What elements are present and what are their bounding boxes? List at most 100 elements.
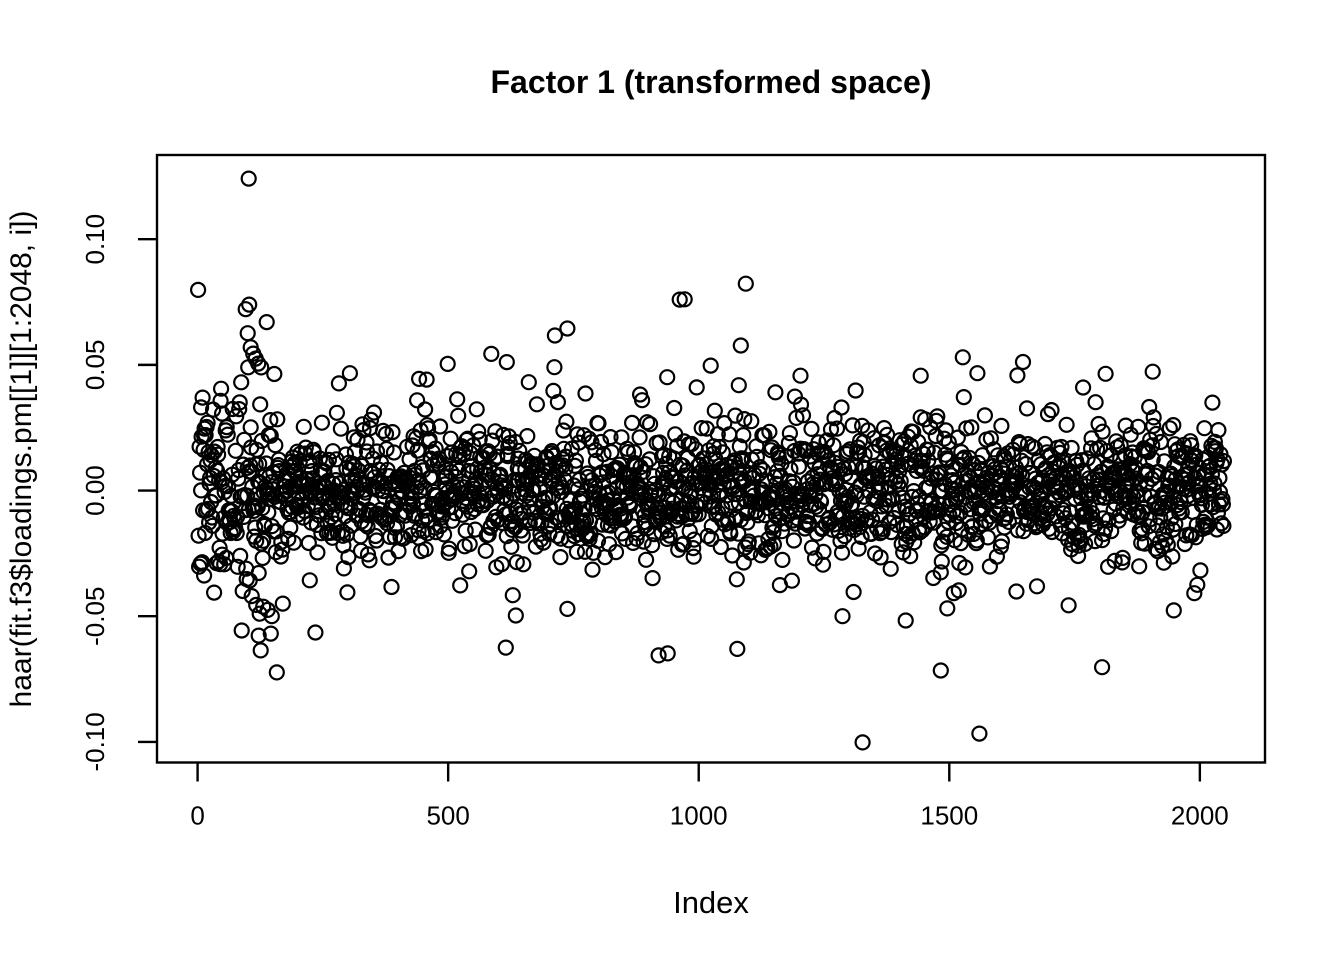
data-point xyxy=(477,542,494,559)
data-point xyxy=(346,443,363,461)
data-point xyxy=(1043,402,1060,419)
data-point xyxy=(993,417,1010,434)
data-point xyxy=(567,452,585,469)
data-point xyxy=(508,554,525,571)
data-point xyxy=(1210,422,1227,439)
data-point xyxy=(450,407,467,424)
data-point xyxy=(274,595,291,612)
data-point xyxy=(242,419,259,436)
data-point xyxy=(950,582,967,599)
data-point xyxy=(847,382,864,399)
data-point xyxy=(483,345,500,362)
data-point xyxy=(555,422,572,439)
data-point xyxy=(963,419,980,436)
data-point xyxy=(633,392,651,409)
data-point xyxy=(706,402,723,419)
data-point xyxy=(637,456,654,473)
data-point xyxy=(411,370,428,387)
data-point xyxy=(309,544,326,561)
data-point xyxy=(765,524,782,541)
data-point xyxy=(237,301,254,318)
data-point xyxy=(439,355,456,372)
data-point xyxy=(912,367,929,384)
data-point xyxy=(558,413,575,430)
data-point xyxy=(318,455,335,472)
y-tick-label: -0.10 xyxy=(80,712,110,771)
data-point xyxy=(735,554,752,571)
data-point xyxy=(374,422,392,439)
data-point xyxy=(765,536,783,553)
data-point xyxy=(341,365,358,382)
data-point xyxy=(409,442,426,459)
data-point xyxy=(841,441,859,458)
y-axis-label: haar(fit.f3$loadings.pm[[1]][1:2048, i]) xyxy=(5,210,38,708)
data-point xyxy=(565,477,583,494)
data-point xyxy=(971,725,988,742)
data-point xyxy=(1009,367,1026,384)
data-point xyxy=(954,349,971,366)
data-point xyxy=(812,493,830,510)
data-point xyxy=(559,600,576,618)
data-point xyxy=(874,458,892,475)
data-point xyxy=(497,639,514,656)
data-point xyxy=(471,431,488,448)
data-point xyxy=(587,441,604,459)
data-point xyxy=(1214,496,1232,513)
data-point xyxy=(1165,602,1182,619)
data-point xyxy=(528,396,546,413)
data-point xyxy=(289,443,306,460)
x-tick-label: 2000 xyxy=(1171,801,1229,831)
data-point xyxy=(1087,394,1104,411)
data-point xyxy=(934,533,951,550)
data-point xyxy=(208,487,225,504)
data-point xyxy=(365,404,383,421)
data-point xyxy=(743,413,760,430)
data-point xyxy=(231,394,248,411)
data-point xyxy=(1112,437,1129,454)
data-point xyxy=(243,587,260,605)
data-point xyxy=(339,584,356,601)
data-point xyxy=(228,524,245,542)
data-point xyxy=(197,427,214,444)
data-point xyxy=(1117,417,1134,434)
data-point xyxy=(214,546,231,563)
data-point xyxy=(834,608,851,625)
data-point xyxy=(783,572,801,589)
data-point xyxy=(432,418,449,435)
data-point xyxy=(385,444,403,461)
data-point xyxy=(258,314,275,331)
data-point xyxy=(1060,597,1077,614)
data-point xyxy=(209,438,226,456)
data-point xyxy=(354,416,371,433)
data-point xyxy=(1145,409,1162,426)
data-point xyxy=(702,357,719,374)
data-point xyxy=(427,440,444,457)
data-point xyxy=(1145,417,1162,435)
data-point xyxy=(992,459,1009,476)
data-point xyxy=(641,416,659,433)
data-point xyxy=(1000,513,1018,531)
data-point xyxy=(872,480,890,497)
data-point xyxy=(255,598,272,615)
data-point xyxy=(199,414,216,431)
data-point xyxy=(470,423,487,440)
data-point xyxy=(832,532,849,550)
data-point xyxy=(1141,398,1158,416)
data-point xyxy=(227,442,244,459)
data-point xyxy=(1144,451,1161,468)
data-point xyxy=(461,535,478,553)
data-point xyxy=(295,418,312,435)
x-tick-label: 500 xyxy=(426,801,469,831)
data-point xyxy=(927,499,944,516)
data-point xyxy=(1082,440,1100,457)
data-point xyxy=(313,414,330,431)
data-point xyxy=(792,367,809,384)
data-point xyxy=(671,291,688,308)
data-point xyxy=(233,622,250,639)
data-point xyxy=(990,485,1007,502)
data-point xyxy=(845,583,862,601)
data-point xyxy=(1215,453,1233,470)
data-point xyxy=(1074,379,1092,396)
data-point xyxy=(1053,438,1070,456)
